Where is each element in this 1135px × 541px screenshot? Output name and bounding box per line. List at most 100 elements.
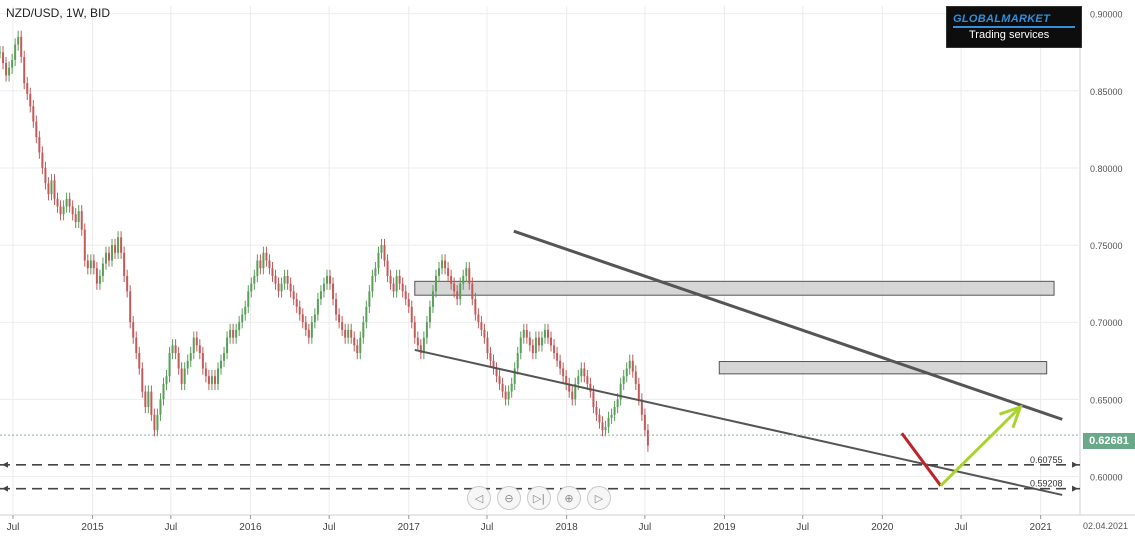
- candle-body: [347, 329, 350, 338]
- candle-body: [374, 268, 377, 276]
- candle-body: [407, 299, 410, 307]
- projection-up-line: [939, 405, 1022, 487]
- candle-body: [313, 314, 316, 323]
- candle-body: [507, 391, 510, 400]
- candle-body: [598, 414, 601, 423]
- candle-body: [207, 376, 210, 384]
- support-level-label: 0.59208: [1030, 479, 1063, 489]
- candle-body: [547, 329, 550, 338]
- candle-body: [610, 414, 613, 418]
- candle-body: [580, 368, 583, 377]
- candle-body: [262, 252, 265, 269]
- candle-body: [123, 252, 126, 276]
- candle-body: [20, 36, 23, 57]
- candle-body: [380, 245, 383, 253]
- candle-body: [422, 337, 425, 354]
- candle-body: [274, 275, 277, 284]
- support-level-left-marker: [2, 485, 8, 492]
- candle-body: [107, 252, 110, 261]
- current-price-tag: 0.62681: [1083, 433, 1135, 449]
- candle-body: [419, 345, 422, 354]
- candle-body: [383, 245, 386, 261]
- candle-body: [77, 211, 80, 222]
- candle-body: [459, 283, 462, 300]
- scroll-left-icon[interactable]: ◁: [467, 486, 491, 510]
- candle-body: [283, 275, 286, 284]
- candle-body: [307, 329, 310, 338]
- candle-body: [471, 283, 474, 300]
- scroll-right-icon[interactable]: ▷: [587, 486, 611, 510]
- broker-logo: GLOBALMARKET Trading services: [946, 6, 1082, 48]
- x-tick-label: 2015: [81, 522, 104, 533]
- support-level-right-marker: [1072, 461, 1078, 468]
- candle-body: [444, 260, 447, 269]
- candle-body: [50, 180, 53, 195]
- candle-body: [619, 383, 622, 400]
- candle-body: [14, 44, 17, 60]
- candle-body: [2, 52, 5, 64]
- candle-body: [389, 275, 392, 284]
- candle-body: [271, 268, 274, 276]
- candle-body: [144, 391, 147, 408]
- candle-body: [631, 360, 634, 372]
- candle-body: [595, 407, 598, 415]
- candle-body: [41, 152, 44, 168]
- candle-body: [253, 275, 256, 284]
- candle-body: [117, 237, 120, 253]
- x-tick-label: 2018: [555, 522, 578, 533]
- y-tick-label: 0.60000: [1090, 472, 1123, 482]
- candle-body: [413, 322, 416, 338]
- candle-body: [192, 337, 195, 354]
- candle-body: [195, 337, 198, 346]
- candle-body: [298, 306, 301, 315]
- candle-body: [622, 376, 625, 384]
- y-tick-label: 0.90000: [1090, 10, 1123, 20]
- candle-body: [486, 337, 489, 354]
- candle-body: [492, 360, 495, 369]
- x-tick-label: 2017: [398, 522, 421, 533]
- candle-body: [277, 283, 280, 292]
- x-tick-label: Jul: [796, 522, 809, 533]
- candle-body: [256, 260, 259, 276]
- scroll-to-end-icon[interactable]: ▷|: [527, 486, 551, 510]
- zoom-out-icon[interactable]: ⊖: [497, 486, 521, 510]
- candle-body: [189, 353, 192, 361]
- candle-body: [301, 314, 304, 323]
- candle-body: [377, 252, 380, 269]
- candle-body: [465, 268, 468, 276]
- candle-body: [71, 206, 74, 215]
- candle-body: [286, 275, 289, 284]
- x-tick-label: Jul: [481, 522, 494, 533]
- candle-body: [543, 329, 546, 338]
- zoom-in-icon[interactable]: ⊕: [557, 486, 581, 510]
- candle-body: [11, 59, 14, 68]
- candle-body: [601, 422, 604, 431]
- candle-body: [316, 299, 319, 315]
- candle-body: [153, 414, 156, 431]
- candle-body: [525, 329, 528, 338]
- candle-body: [92, 260, 95, 269]
- candle-body: [338, 314, 341, 323]
- candle-body: [519, 337, 522, 354]
- symbol-title: NZD/USD, 1W, BID: [6, 6, 111, 20]
- candles-group: [0, 30, 649, 452]
- candle-body: [232, 329, 235, 338]
- candle-body: [643, 414, 646, 431]
- support-level-left-marker: [2, 461, 8, 468]
- candle-body: [147, 391, 150, 408]
- candle-body: [86, 260, 89, 269]
- candle-body: [353, 337, 356, 346]
- candle-body: [395, 275, 398, 292]
- candle-body: [431, 291, 434, 307]
- candle-body: [640, 399, 643, 415]
- candle-body: [510, 383, 513, 392]
- candle-body: [83, 229, 86, 261]
- candle-body: [138, 353, 141, 369]
- candle-body: [428, 306, 431, 323]
- candle-body: [325, 275, 328, 284]
- candle-body: [53, 180, 56, 199]
- candle-body: [95, 268, 98, 284]
- candle-body: [35, 121, 38, 138]
- candle-body: [168, 353, 171, 377]
